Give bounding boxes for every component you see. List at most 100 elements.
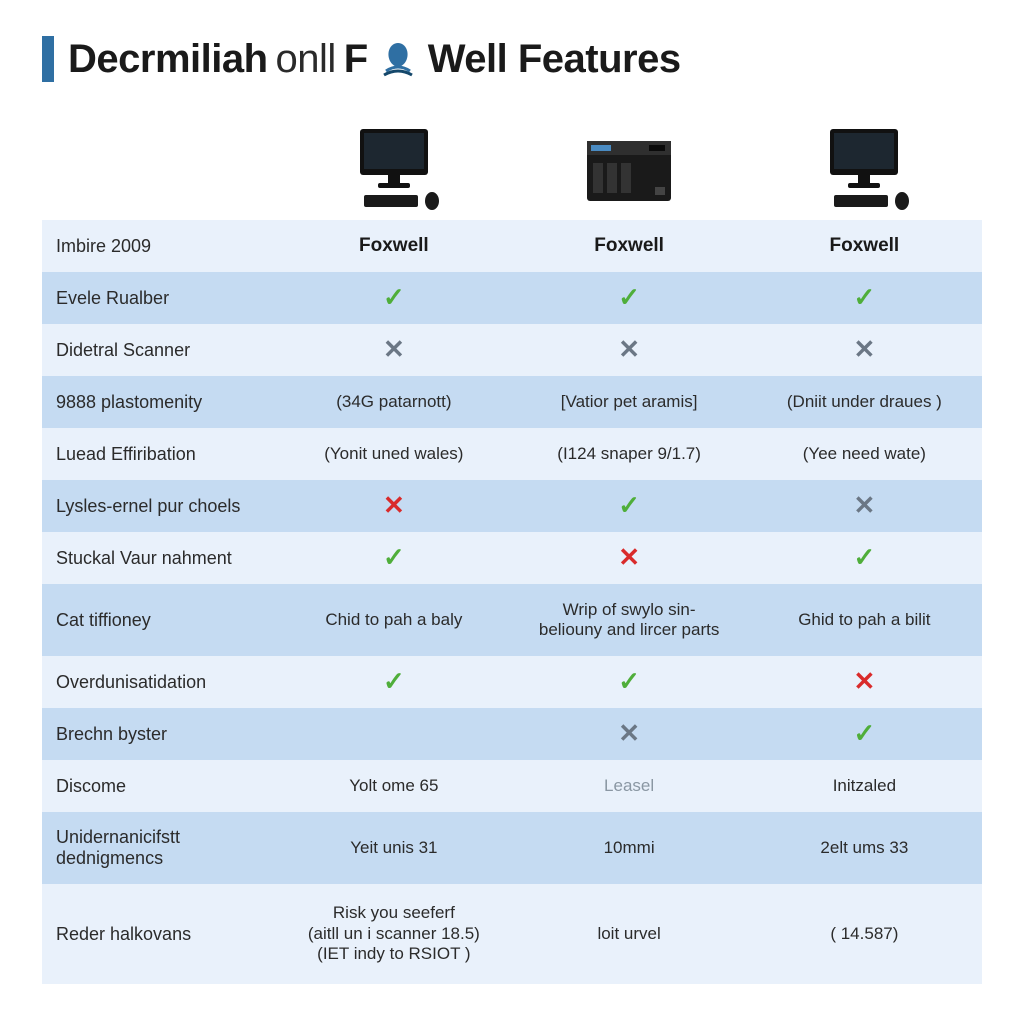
table-row: Overdunisatidation ✓ ✓ ✕	[42, 656, 982, 708]
value-cell: 10mmi	[511, 812, 746, 884]
page-title: Decrmiliah onll F Well Features	[68, 37, 681, 82]
value-cell: ✓	[747, 532, 982, 584]
value-cell: Risk you seeferf(aitll un i scanner 18.5…	[276, 884, 511, 984]
cell-text: (Yonit uned wales)	[324, 444, 463, 463]
cell-text: (34G patarnott)	[336, 392, 451, 411]
value-cell: ✕	[276, 324, 511, 376]
device-icon	[334, 125, 454, 211]
device-image-col-1	[276, 110, 511, 220]
table-row: Luead Effiribation (Yonit uned wales) (I12…	[42, 428, 982, 480]
row-label: Lysles-ernel pur choels	[42, 480, 276, 532]
page: Decrmiliah onll F Well Features Imbire 20…	[0, 0, 1024, 1004]
value-cell	[276, 708, 511, 760]
row-label: 9888 plastomenity	[42, 376, 276, 428]
cell-text: 10mmi	[604, 838, 655, 857]
value-cell: ✓	[747, 272, 982, 324]
cell-text: Ghid to pah a bilit	[798, 610, 930, 629]
value-cell: ✓	[747, 708, 982, 760]
value-cell: ✓	[276, 272, 511, 324]
table-row: Reder halkovans Risk you seeferf(aitll un…	[42, 884, 982, 984]
x-icon: ✕	[853, 334, 875, 364]
table-row: DiscomeYolt ome 65LeaselInitzaled	[42, 760, 982, 812]
check-icon: ✓	[383, 666, 405, 696]
device-image-row	[42, 110, 982, 220]
header-spacer	[42, 110, 276, 220]
title-accent-bar	[42, 36, 54, 82]
cell-text: loit urvel	[597, 924, 660, 943]
cell-text: 2elt ums 33	[820, 838, 908, 857]
cell-text: ( 14.587)	[830, 924, 898, 943]
cell-text: Yolt ome 65	[349, 776, 438, 795]
x-icon: ✕	[618, 542, 640, 572]
value-cell: ✓	[276, 532, 511, 584]
value-cell: (I124 snaper 9/1.7)	[511, 428, 746, 480]
x-icon: ✕	[853, 490, 875, 520]
value-cell: (34G patarnott)	[276, 376, 511, 428]
table-row: Didetral Scanner✕✕✕	[42, 324, 982, 376]
cell-text: Initzaled	[833, 776, 896, 795]
check-icon: ✓	[853, 718, 875, 748]
value-cell: 2elt ums 33	[747, 812, 982, 884]
value-cell: ✕	[276, 480, 511, 532]
cell-text: Yeit unis 31	[350, 838, 437, 857]
row-label: Overdunisatidation	[42, 656, 276, 708]
cell-text: (Dniit under draues )	[787, 392, 942, 411]
comparison-table: Imbire 2009FoxwellFoxwellFoxwellEvele Ru…	[42, 110, 982, 984]
value-cell: Leasel	[511, 760, 746, 812]
row-label: Imbire 2009	[42, 220, 276, 272]
table-row: 9888 plastomenity (34G patarnott) [Vatior …	[42, 376, 982, 428]
cell-text: Leasel	[604, 776, 654, 795]
value-cell: ✓	[511, 272, 746, 324]
table-row: Imbire 2009FoxwellFoxwellFoxwell	[42, 220, 982, 272]
logo-icon	[376, 37, 420, 81]
cell-text: Wrip of swylo sin-beliouny and lircer pa…	[539, 600, 719, 639]
x-icon: ✕	[383, 334, 405, 364]
value-cell: ✕	[511, 532, 746, 584]
value-cell: Initzaled	[747, 760, 982, 812]
value-cell: loit urvel	[511, 884, 746, 984]
row-label: Reder halkovans	[42, 884, 276, 984]
x-icon: ✕	[618, 718, 640, 748]
cell-text: (I124 snaper 9/1.7)	[557, 444, 701, 463]
value-cell: ✓	[511, 656, 746, 708]
table-row: Brechn byster ✕ ✓	[42, 708, 982, 760]
device-image-col-2	[511, 110, 746, 220]
value-cell: Ghid to pah a bilit	[747, 584, 982, 656]
value-cell: ✕	[747, 480, 982, 532]
device-icon	[804, 125, 924, 211]
row-label: Cat tiffioney	[42, 584, 276, 656]
device-icon	[569, 133, 689, 211]
check-icon: ✓	[618, 282, 640, 312]
device-image-col-3	[747, 110, 982, 220]
table-row: Unidernanicifstt dednigmencs Yeit unis 31…	[42, 812, 982, 884]
value-cell: ✕	[511, 708, 746, 760]
title-part-4: Well Features	[428, 37, 681, 82]
row-label: Evele Rualber	[42, 272, 276, 324]
x-icon: ✕	[853, 666, 875, 696]
title-part-3: F	[344, 37, 368, 82]
row-label: Unidernanicifstt dednigmencs	[42, 812, 276, 884]
row-label: Stuckal Vaur nahment	[42, 532, 276, 584]
x-icon: ✕	[383, 490, 405, 520]
title-part-1: Decrmiliah	[68, 37, 268, 82]
value-cell: ✕	[511, 324, 746, 376]
cell-text: [Vatior pet aramis]	[561, 392, 698, 411]
check-icon: ✓	[383, 282, 405, 312]
row-label: Brechn byster	[42, 708, 276, 760]
table-row: Cat tiffioney Chid to pah a baly Wrip of s…	[42, 584, 982, 656]
value-cell: (Yonit uned wales)	[276, 428, 511, 480]
value-cell: Wrip of swylo sin-beliouny and lircer pa…	[511, 584, 746, 656]
row-label: Luead Effiribation	[42, 428, 276, 480]
table-row: Lysles-ernel pur choels✕✓✕	[42, 480, 982, 532]
cell-text: Risk you seeferf(aitll un i scanner 18.5…	[308, 903, 480, 963]
value-cell: Yeit unis 31	[276, 812, 511, 884]
table-row: Stuckal Vaur nahment✓✕✓	[42, 532, 982, 584]
check-icon: ✓	[618, 666, 640, 696]
value-cell: ( 14.587)	[747, 884, 982, 984]
value-cell: [Vatior pet aramis]	[511, 376, 746, 428]
title-part-2: onll	[276, 37, 336, 82]
value-cell: ✕	[747, 656, 982, 708]
value-cell: Chid to pah a baly	[276, 584, 511, 656]
cell-text: Chid to pah a baly	[325, 610, 462, 629]
value-cell: (Dniit under draues )	[747, 376, 982, 428]
